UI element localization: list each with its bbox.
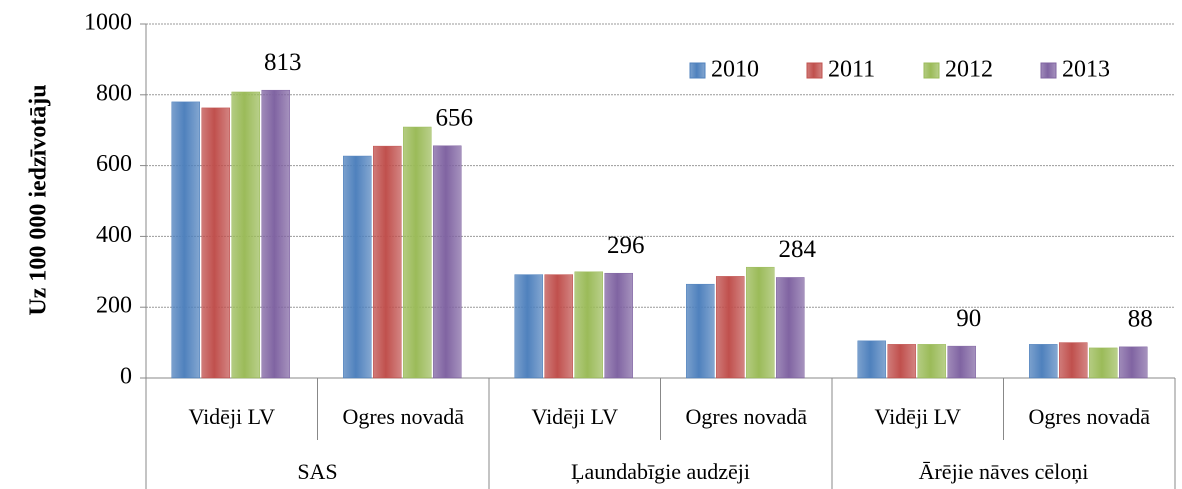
data-label: 90 bbox=[956, 305, 981, 332]
bar bbox=[261, 89, 290, 379]
legend-label: 2010 bbox=[711, 57, 759, 83]
bar bbox=[343, 155, 372, 379]
group-label: Ārējie nāves cēloņi bbox=[919, 459, 1089, 484]
bar bbox=[1029, 344, 1058, 379]
bar bbox=[746, 266, 775, 379]
bar bbox=[514, 274, 543, 379]
bar bbox=[373, 145, 402, 379]
x-tick-label: Vidēji LV bbox=[532, 404, 619, 429]
legend-label: 2013 bbox=[1062, 57, 1110, 83]
bar bbox=[171, 101, 200, 379]
bar bbox=[604, 272, 633, 379]
legend-swatch bbox=[923, 62, 940, 79]
legend-label: 2012 bbox=[945, 57, 993, 83]
bar bbox=[686, 283, 715, 379]
bar bbox=[574, 271, 603, 379]
bar bbox=[947, 345, 976, 379]
legend-label: 2011 bbox=[828, 57, 875, 83]
bar bbox=[917, 344, 946, 379]
x-tick-label: Vidēji LV bbox=[875, 404, 962, 429]
data-label: 656 bbox=[436, 105, 474, 132]
bar bbox=[857, 340, 886, 379]
data-label: 296 bbox=[607, 232, 645, 259]
bar bbox=[887, 344, 916, 379]
bar bbox=[403, 126, 432, 379]
x-tick-label: Ogres novadā bbox=[342, 404, 464, 429]
legend-swatch bbox=[806, 62, 823, 79]
x-tick-label: Vidēji LV bbox=[189, 404, 276, 429]
y-axis-label: Uz 100 000 iedzīvotāju bbox=[26, 84, 52, 315]
bar bbox=[201, 107, 230, 379]
bar bbox=[776, 277, 805, 379]
legend-swatch bbox=[1040, 62, 1057, 79]
bar bbox=[231, 91, 260, 379]
bar bbox=[1089, 347, 1118, 379]
y-tick-label: 400 bbox=[96, 222, 132, 248]
bar bbox=[1119, 346, 1148, 379]
y-tick-label: 600 bbox=[96, 151, 132, 177]
group-label: SAS bbox=[297, 459, 337, 484]
y-tick-label: 200 bbox=[96, 293, 132, 319]
x-tick-label: Ogres novadā bbox=[1028, 404, 1150, 429]
bar bbox=[544, 274, 573, 379]
y-tick-label: 800 bbox=[96, 80, 132, 106]
y-tick-label: 1000 bbox=[84, 10, 132, 36]
x-tick-label: Ogres novadā bbox=[685, 404, 807, 429]
data-label: 813 bbox=[264, 49, 302, 76]
bar bbox=[433, 145, 462, 379]
bar bbox=[716, 276, 745, 379]
group-label: Ļaundabīgie audzēji bbox=[571, 459, 750, 484]
data-label: 88 bbox=[1128, 306, 1153, 333]
legend-swatch bbox=[689, 62, 706, 79]
bar bbox=[1059, 342, 1088, 379]
y-tick-label: 0 bbox=[120, 364, 132, 390]
data-label: 284 bbox=[779, 236, 817, 263]
